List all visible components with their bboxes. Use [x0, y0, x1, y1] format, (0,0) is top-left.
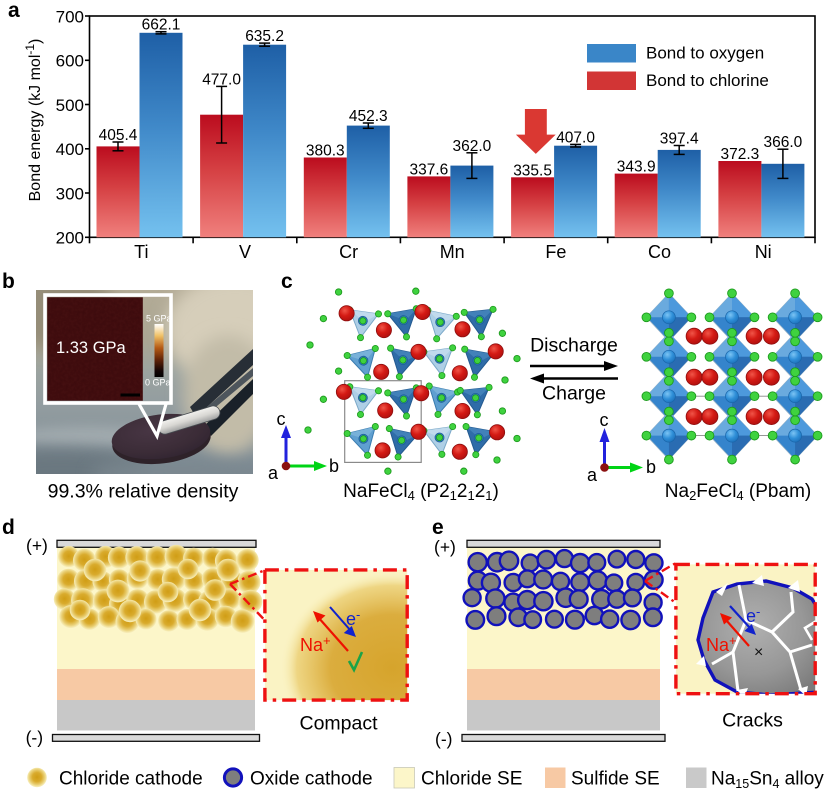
svg-text:Cr: Cr [339, 242, 358, 262]
svg-text:(-): (-) [26, 728, 43, 748]
svg-text:V: V [239, 242, 251, 262]
svg-text:0 GPa: 0 GPa [145, 378, 171, 388]
svg-text:600: 600 [56, 52, 84, 71]
svg-text:Discharge: Discharge [530, 335, 618, 357]
svg-text:b: b [2, 270, 15, 293]
svg-text:300: 300 [56, 184, 84, 203]
svg-text:a: a [587, 465, 598, 485]
svg-text:1.33 GPa: 1.33 GPa [56, 339, 127, 357]
svg-text:380.3: 380.3 [306, 143, 345, 160]
svg-text:405.4: 405.4 [99, 127, 138, 144]
svg-text:Na+: Na+ [300, 633, 331, 655]
svg-text:Fe: Fe [545, 242, 566, 262]
svg-text:Na2FeCl4 (Pbam): Na2FeCl4 (Pbam) [665, 481, 811, 503]
svg-text:b: b [329, 456, 339, 476]
svg-text:Chloride SE: Chloride SE [421, 769, 522, 790]
svg-text:b: b [646, 457, 656, 477]
svg-text:Co: Co [648, 242, 671, 262]
svg-text:372.3: 372.3 [721, 146, 760, 163]
svg-text:635.2: 635.2 [245, 28, 284, 45]
svg-text:Mn: Mn [440, 242, 465, 262]
svg-text:(+): (+) [26, 536, 48, 556]
svg-text:c: c [600, 410, 609, 430]
svg-text:d: d [2, 516, 15, 539]
svg-text:NaFeCl4 (P212121): NaFeCl4 (P212121) [343, 481, 499, 503]
svg-text:700: 700 [56, 7, 84, 26]
svg-text:335.5: 335.5 [513, 162, 552, 179]
svg-text:Bond to oxygen: Bond to oxygen [646, 44, 764, 63]
svg-text:500: 500 [56, 96, 84, 115]
svg-text:Na15Sn4 alloy: Na15Sn4 alloy [711, 769, 824, 792]
svg-text:e: e [432, 516, 444, 539]
svg-text:Oxide cathode: Oxide cathode [250, 769, 373, 790]
svg-text:397.4: 397.4 [660, 131, 699, 148]
svg-text:99.3% relative density: 99.3% relative density [48, 481, 239, 503]
svg-text:Ti: Ti [134, 242, 148, 262]
svg-text:a: a [8, 0, 20, 22]
svg-text:(+): (+) [434, 537, 456, 557]
svg-text:a: a [268, 463, 279, 483]
svg-text:Compact: Compact [299, 713, 378, 735]
svg-text:Na+: Na+ [706, 633, 737, 655]
svg-text:Bond energy (kJ mol-1): Bond energy (kJ mol-1) [23, 39, 44, 202]
svg-text:Ni: Ni [755, 242, 772, 262]
svg-text:c: c [277, 409, 286, 429]
svg-text:c: c [281, 270, 293, 293]
svg-text:452.3: 452.3 [349, 108, 388, 125]
svg-text:Sulfide SE: Sulfide SE [571, 769, 660, 790]
svg-text:Charge: Charge [542, 383, 606, 405]
svg-text:Cracks: Cracks [722, 710, 783, 732]
svg-text:400: 400 [56, 140, 84, 159]
svg-text:Bond to chlorine: Bond to chlorine [646, 71, 769, 90]
svg-text:200: 200 [56, 229, 84, 248]
svg-text:×: × [754, 644, 763, 661]
svg-text:407.0: 407.0 [556, 129, 595, 146]
svg-text:Chloride cathode: Chloride cathode [59, 769, 203, 790]
svg-text:337.6: 337.6 [410, 161, 449, 178]
svg-text:477.0: 477.0 [202, 71, 241, 88]
svg-text:362.0: 362.0 [453, 138, 492, 155]
svg-text:5 GPa: 5 GPa [146, 314, 172, 324]
svg-text:(-): (-) [435, 729, 452, 749]
svg-text:343.9: 343.9 [617, 159, 656, 176]
svg-text:662.1: 662.1 [142, 17, 181, 34]
svg-text:366.0: 366.0 [764, 134, 803, 151]
